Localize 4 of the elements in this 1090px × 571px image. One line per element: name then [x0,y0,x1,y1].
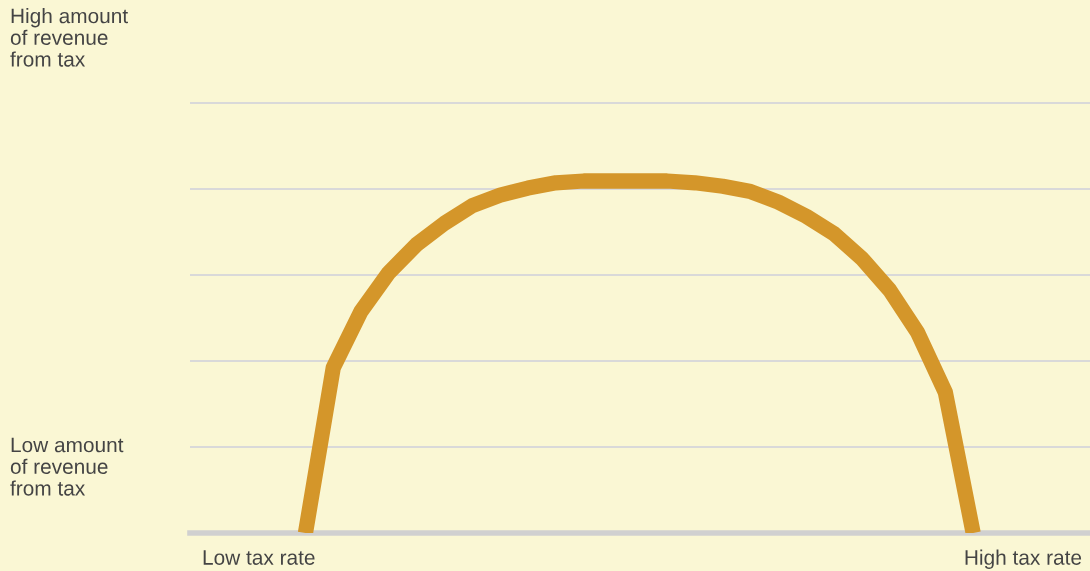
text: High amount of revenue from tax [10,8,128,67]
text: High tax rate [965,549,1082,569]
text: Low amount of revenue from tax [10,437,124,496]
text: Low tax rate [203,550,315,565]
